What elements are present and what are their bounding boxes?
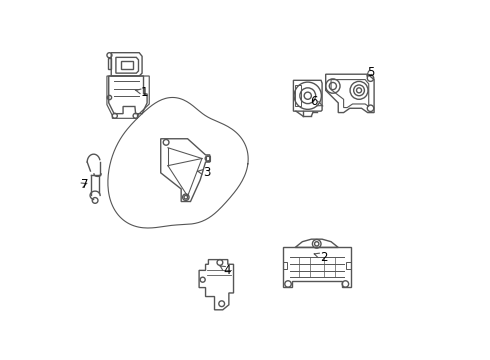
Text: 6: 6 xyxy=(310,95,323,108)
Text: 2: 2 xyxy=(314,251,328,264)
Text: 1: 1 xyxy=(135,86,148,99)
Text: 7: 7 xyxy=(80,178,88,191)
Text: 5: 5 xyxy=(367,66,374,79)
Text: 3: 3 xyxy=(197,166,211,179)
Text: 4: 4 xyxy=(220,264,231,277)
